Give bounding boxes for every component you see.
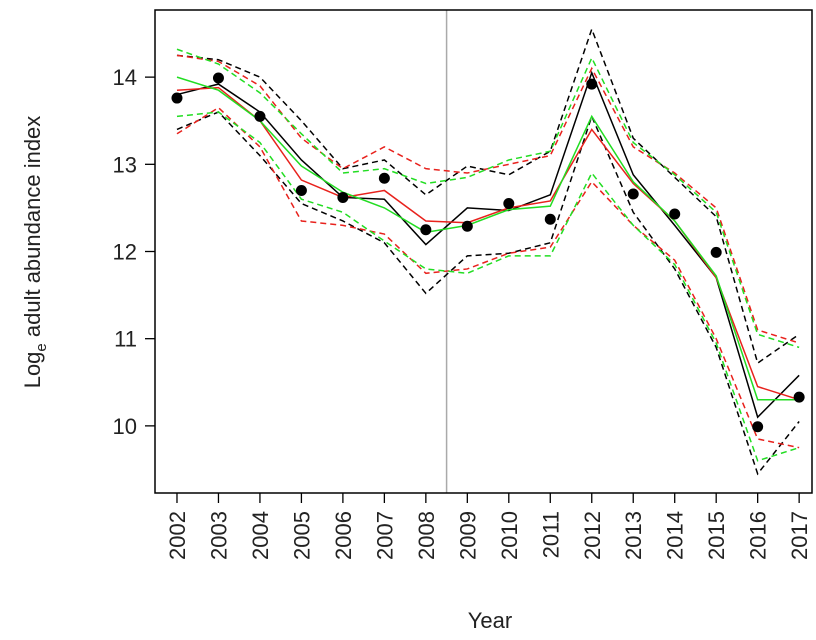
- interval-line: [176, 48, 800, 349]
- x-tick-label: 2015: [704, 511, 729, 560]
- observed-point: [710, 246, 722, 258]
- plot-frame: [154, 9, 813, 494]
- observed-point: [461, 220, 473, 232]
- y-label-rest: adult abundance index: [20, 116, 45, 344]
- x-tick-label: 2013: [621, 511, 646, 560]
- observed-point: [254, 110, 266, 122]
- observed-point: [669, 208, 681, 220]
- y-tick-label: 12: [113, 240, 137, 265]
- observed-point: [295, 184, 307, 196]
- interval-line: [176, 106, 800, 449]
- observed-point: [420, 224, 432, 236]
- x-tick-label: 2014: [663, 511, 688, 560]
- observed-point: [503, 198, 515, 210]
- observed-point: [171, 92, 183, 104]
- y-tick-label: 14: [113, 65, 137, 90]
- x-tick-label: 2002: [165, 511, 190, 560]
- x-tick-label: 2011: [538, 511, 563, 558]
- x-tick-label: 2006: [331, 511, 356, 560]
- observed-point: [378, 172, 390, 184]
- x-tick-label: 2003: [206, 511, 231, 560]
- x-tick-label: 2016: [746, 511, 771, 560]
- observed-point: [586, 78, 598, 90]
- observed-point: [544, 213, 556, 225]
- x-tick-label: 2017: [787, 511, 812, 560]
- observed-point: [752, 421, 764, 433]
- interval-line: [176, 111, 800, 476]
- fit-line: [176, 76, 800, 401]
- y-tick-label: 13: [113, 152, 137, 177]
- observed-point: [212, 72, 224, 84]
- observed-point: [793, 391, 805, 403]
- y-tick-label: 10: [113, 414, 137, 439]
- fit-line: [176, 70, 800, 419]
- observed-point: [337, 191, 349, 203]
- interval-line: [176, 54, 800, 344]
- x-tick-label: 2007: [372, 511, 397, 560]
- x-tick-label: 2012: [580, 511, 605, 560]
- fit-line: [176, 86, 800, 401]
- interval-line: [176, 26, 800, 365]
- y-axis-label: Loge adult abundance index: [20, 116, 50, 389]
- y-label-subscript: e: [33, 343, 50, 351]
- x-tick-label: 2009: [455, 511, 480, 560]
- x-tick-label: 2005: [289, 511, 314, 560]
- x-tick-label: 2008: [414, 511, 439, 560]
- y-label-main: Log: [20, 352, 45, 389]
- x-axis-label: Year: [468, 608, 512, 633]
- observed-point: [627, 188, 639, 200]
- x-tick-label: 2004: [248, 511, 273, 560]
- x-tick-label: 2010: [497, 511, 522, 560]
- interval-line: [176, 111, 800, 462]
- y-tick-label: 11: [114, 327, 137, 352]
